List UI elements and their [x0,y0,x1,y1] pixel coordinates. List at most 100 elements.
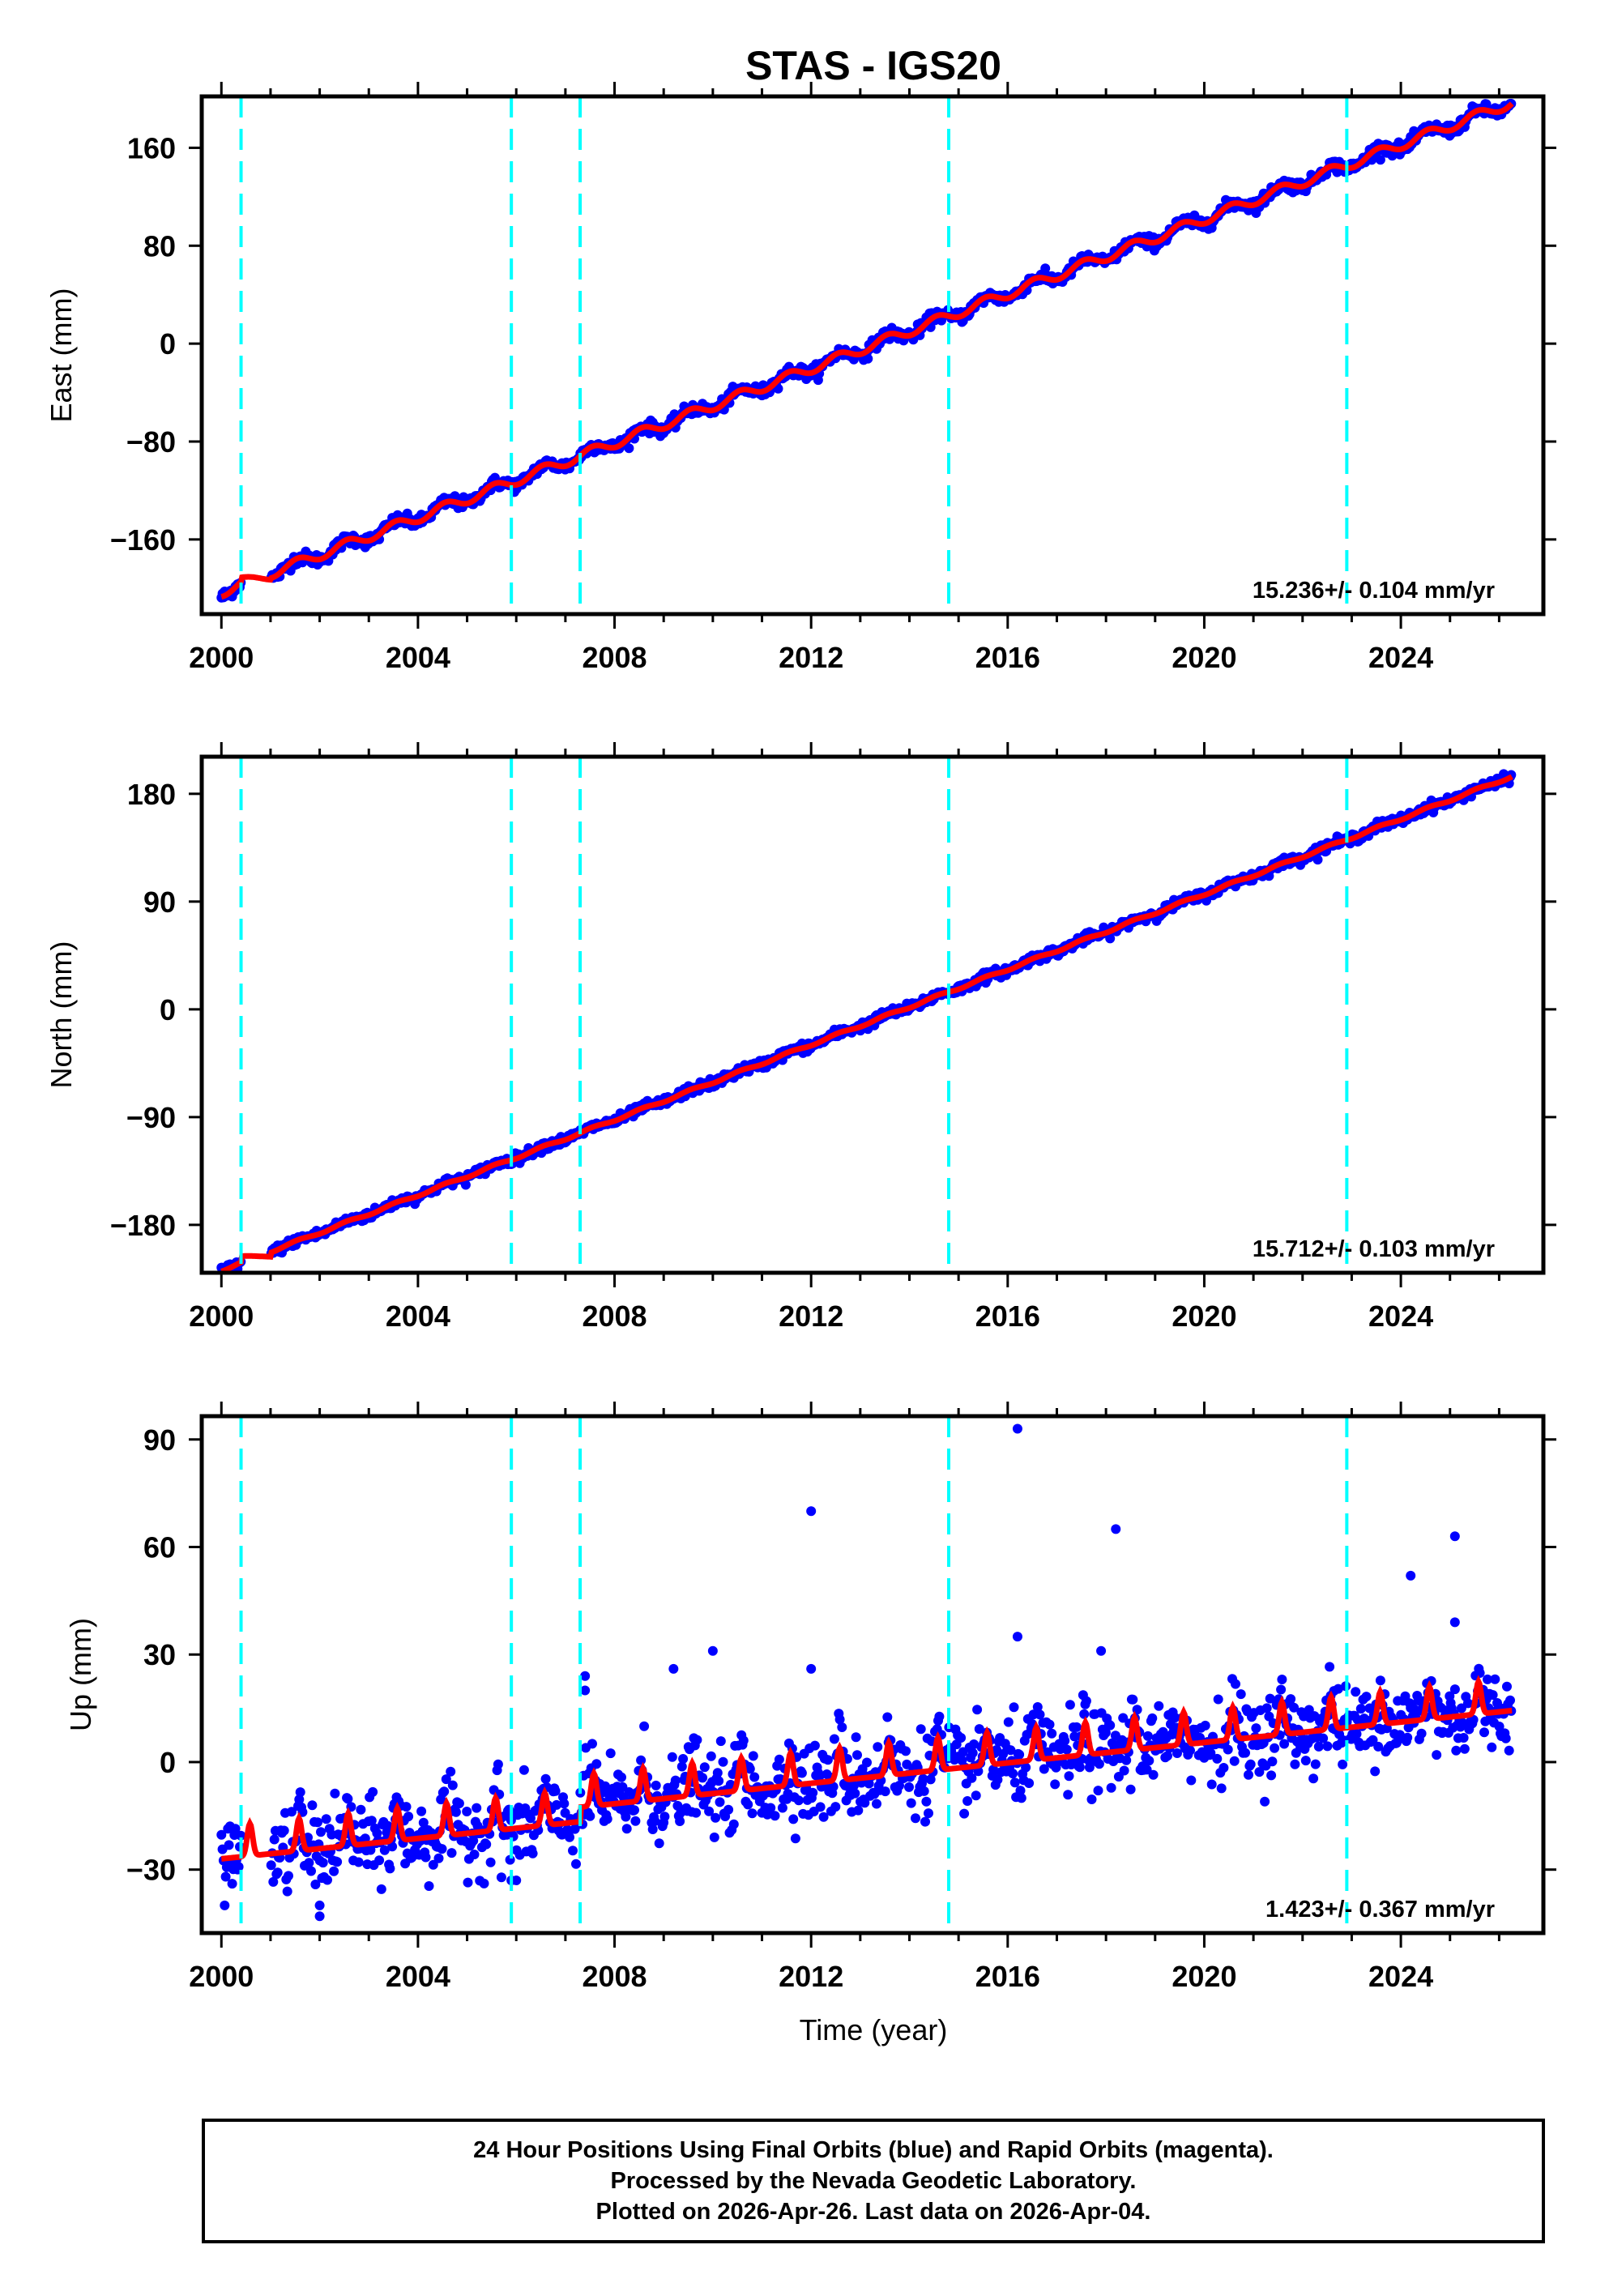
data-point [1216,1783,1227,1794]
data-point [1142,1765,1152,1775]
outlier-point [511,1875,522,1885]
data-point [403,1812,414,1822]
data-point [353,1857,364,1867]
outlier-point [580,1685,591,1696]
y-tick-label: 0 [160,993,176,1026]
data-point [1064,1771,1074,1782]
data-point [747,1808,758,1819]
data-point [636,1755,647,1765]
footer-line-2: Processed by the Nevada Geodetic Laborat… [610,2168,1137,2194]
data-point [659,1812,670,1822]
x-tick-label: 2004 [386,641,450,674]
data-point [1021,1762,1031,1773]
data-point [860,1798,870,1808]
data-point [1416,1728,1427,1739]
data-point [585,1811,595,1821]
data-point [818,1812,829,1822]
data-point [1361,1692,1372,1702]
outlier-point [314,1900,325,1910]
data-point [862,1757,872,1768]
data-point [924,1808,933,1819]
y-tick-label: −180 [110,1209,176,1242]
north-frame [199,754,1546,1275]
data-point [691,1807,702,1818]
data-point [698,1773,708,1783]
data-point [496,1872,506,1883]
data-point [809,1740,820,1751]
data-point [675,1816,685,1826]
data-point [1351,1687,1361,1697]
data-point [848,1781,859,1791]
data-point [1142,1731,1153,1741]
data-point [1231,1679,1240,1689]
outlier-point [1012,1423,1022,1434]
data-point [1500,1733,1511,1743]
data-point [424,1881,434,1891]
data-point [1119,1765,1129,1776]
data-point [1086,1795,1097,1804]
data-point [1144,1756,1154,1766]
data-point [1147,1713,1158,1723]
data-point [1325,1662,1335,1672]
data-point [676,1761,687,1772]
outlier-point [1111,1524,1121,1534]
data-point [829,1734,839,1744]
data-point [1148,1769,1159,1780]
x-tick-label: 2016 [975,1300,1040,1333]
data-point [1229,1756,1240,1766]
data-point [568,1846,578,1856]
data-point [1261,1703,1272,1713]
data-point [272,1867,283,1878]
data-point [699,1762,710,1773]
east-rate-label: 15.236+/- 0.104 mm/yr [1253,578,1495,604]
up-data-points [216,1423,1517,1922]
data-point [1035,1709,1045,1720]
data-point [1375,155,1385,165]
footer-line-3: Plotted on 2026-Apr-26. Last data on 202… [595,2199,1151,2225]
data-point [1279,1739,1290,1749]
y-tick-label: 60 [143,1530,176,1564]
data-point [992,1774,1003,1785]
data-point [1213,1694,1223,1705]
data-point [525,1813,536,1824]
data-point [915,1724,926,1735]
outlier-point [806,1663,817,1674]
data-point [920,1816,930,1827]
x-tick-label: 2008 [582,1960,647,1993]
data-point [624,443,634,454]
data-point [420,1852,431,1863]
data-point [743,1799,753,1810]
data-point [956,1733,967,1743]
x-tick-label: 2016 [975,1960,1040,1993]
data-point [712,1768,723,1778]
data-point [552,1799,561,1810]
data-point [1289,1702,1300,1713]
data-point [873,1742,883,1752]
data-point [1318,1733,1329,1743]
x-tick-label: 2024 [1368,1960,1433,1993]
data-point [587,1739,597,1749]
data-point [565,1832,574,1842]
north-model-line [220,774,1513,1273]
data-point [1322,1741,1333,1752]
data-point [1005,1745,1016,1756]
data-point [882,1712,893,1722]
data-point [437,1844,447,1854]
data-point [851,1732,861,1743]
east-y-axis-label: East (mm) [45,288,78,423]
data-point [921,1796,932,1807]
up-frame [199,1414,1546,1935]
x-tick-label: 2024 [1368,641,1433,674]
data-point [1310,1759,1321,1769]
y-tick-label: −90 [126,1101,176,1134]
x-tick-label: 2020 [1172,1960,1236,1993]
east-frame [199,94,1546,617]
data-point [310,1880,321,1889]
y-tick-label: 90 [143,886,176,919]
data-point [1003,1717,1014,1727]
data-point [1244,1769,1253,1780]
data-point [925,1774,936,1785]
data-point [1338,1759,1348,1769]
data-point [850,1788,860,1799]
up-rate-label: 1.423+/- 0.367 mm/yr [1265,1897,1495,1923]
